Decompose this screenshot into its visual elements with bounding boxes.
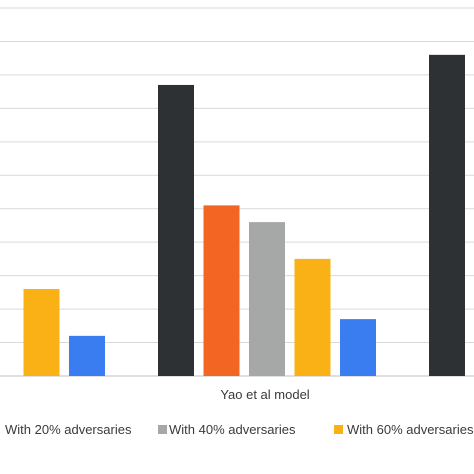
bar: [294, 258, 331, 376]
bars: [23, 54, 465, 376]
bar: [23, 289, 60, 376]
bar: [158, 84, 194, 376]
bar: [340, 319, 376, 376]
legend-swatch: [158, 425, 167, 434]
bar: [203, 205, 240, 376]
legend-label: With 60% adversaries: [347, 422, 474, 437]
legend-swatch: [334, 425, 343, 434]
legend-label: With 20% adversaries: [5, 422, 132, 437]
bar: [249, 222, 285, 376]
bar: [429, 54, 465, 376]
legend: With 20% adversaries With 40% adversaries…: [5, 422, 474, 437]
bar: [69, 335, 105, 376]
legend-label: With 40% adversaries: [169, 422, 296, 437]
x-tick-label: Yao et al model: [220, 387, 309, 402]
x-axis-labels: ...delYao et al model: [220, 387, 309, 402]
